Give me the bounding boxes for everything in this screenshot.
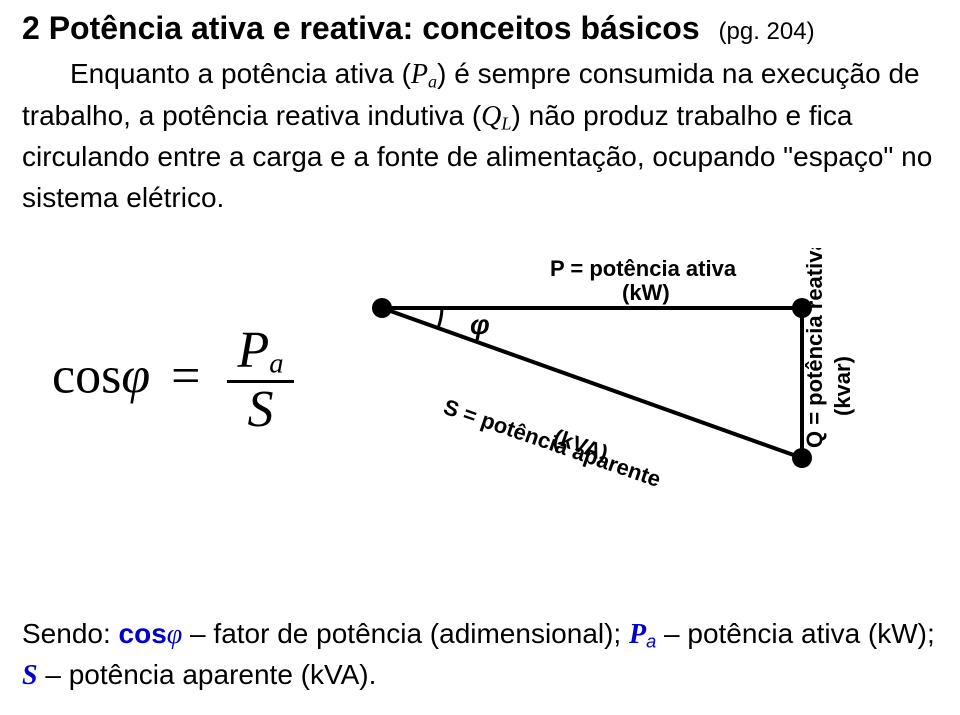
footer-lead: Sendo: <box>22 618 119 649</box>
footer-fp: fator de potência (adimensional); <box>213 618 629 649</box>
formula-num-P: P <box>237 322 269 379</box>
phi-label: φ <box>470 309 490 340</box>
formula-num-sub: a <box>269 349 283 380</box>
label-Q: Q = potência reativa <box>802 248 827 448</box>
footer-P: P <box>629 619 646 650</box>
symbol-P-sub: a <box>428 72 437 92</box>
node-C <box>792 448 812 468</box>
formula-cos: cos <box>52 348 121 405</box>
footer-P-sub: a <box>646 631 656 651</box>
formula-den-S: S <box>227 383 293 438</box>
footer-dash1: – <box>182 618 213 649</box>
symbol-Q-sub: L <box>501 113 511 133</box>
footer-pa-desc: – potência ativa (kW); <box>656 618 935 649</box>
phi-arc <box>438 308 442 328</box>
footer-legend: Sendo: cosφ – fator de potência (adimens… <box>22 614 938 697</box>
footer-S: S <box>22 660 38 691</box>
body-paragraph: Enquanto a potência ativa (Pa) é sempre … <box>22 54 938 218</box>
heading-number: 2 <box>22 10 40 46</box>
symbol-P: P <box>411 59 428 90</box>
formula-eq: = <box>171 348 200 405</box>
power-triangle-diagram: φ P = potência ativa (kW) S = potência a… <box>322 248 939 513</box>
label-P: P = potência ativa <box>550 256 737 281</box>
label-Q-unit: (kvar) <box>830 356 855 416</box>
node-A <box>372 298 392 318</box>
label-P-unit: (kW) <box>622 280 670 305</box>
heading-title: Potência ativa e reativa: conceitos bási… <box>49 10 700 46</box>
symbol-Q: Q <box>481 101 501 132</box>
footer-cos: cos <box>119 618 167 649</box>
footer-s-desc: – potência aparente (kVA). <box>38 659 377 690</box>
formula-fraction: Pa S <box>227 324 293 437</box>
para-text-1: Enquanto a potência ativa ( <box>70 58 411 89</box>
formula-phi: φ <box>121 348 150 405</box>
cos-phi-formula: cosφ = Pa S <box>22 324 294 437</box>
page-ref: (pg. 204) <box>719 18 815 45</box>
footer-phi: φ <box>167 619 183 650</box>
section-heading: 2 Potência ativa e reativa: conceitos bá… <box>22 8 938 48</box>
